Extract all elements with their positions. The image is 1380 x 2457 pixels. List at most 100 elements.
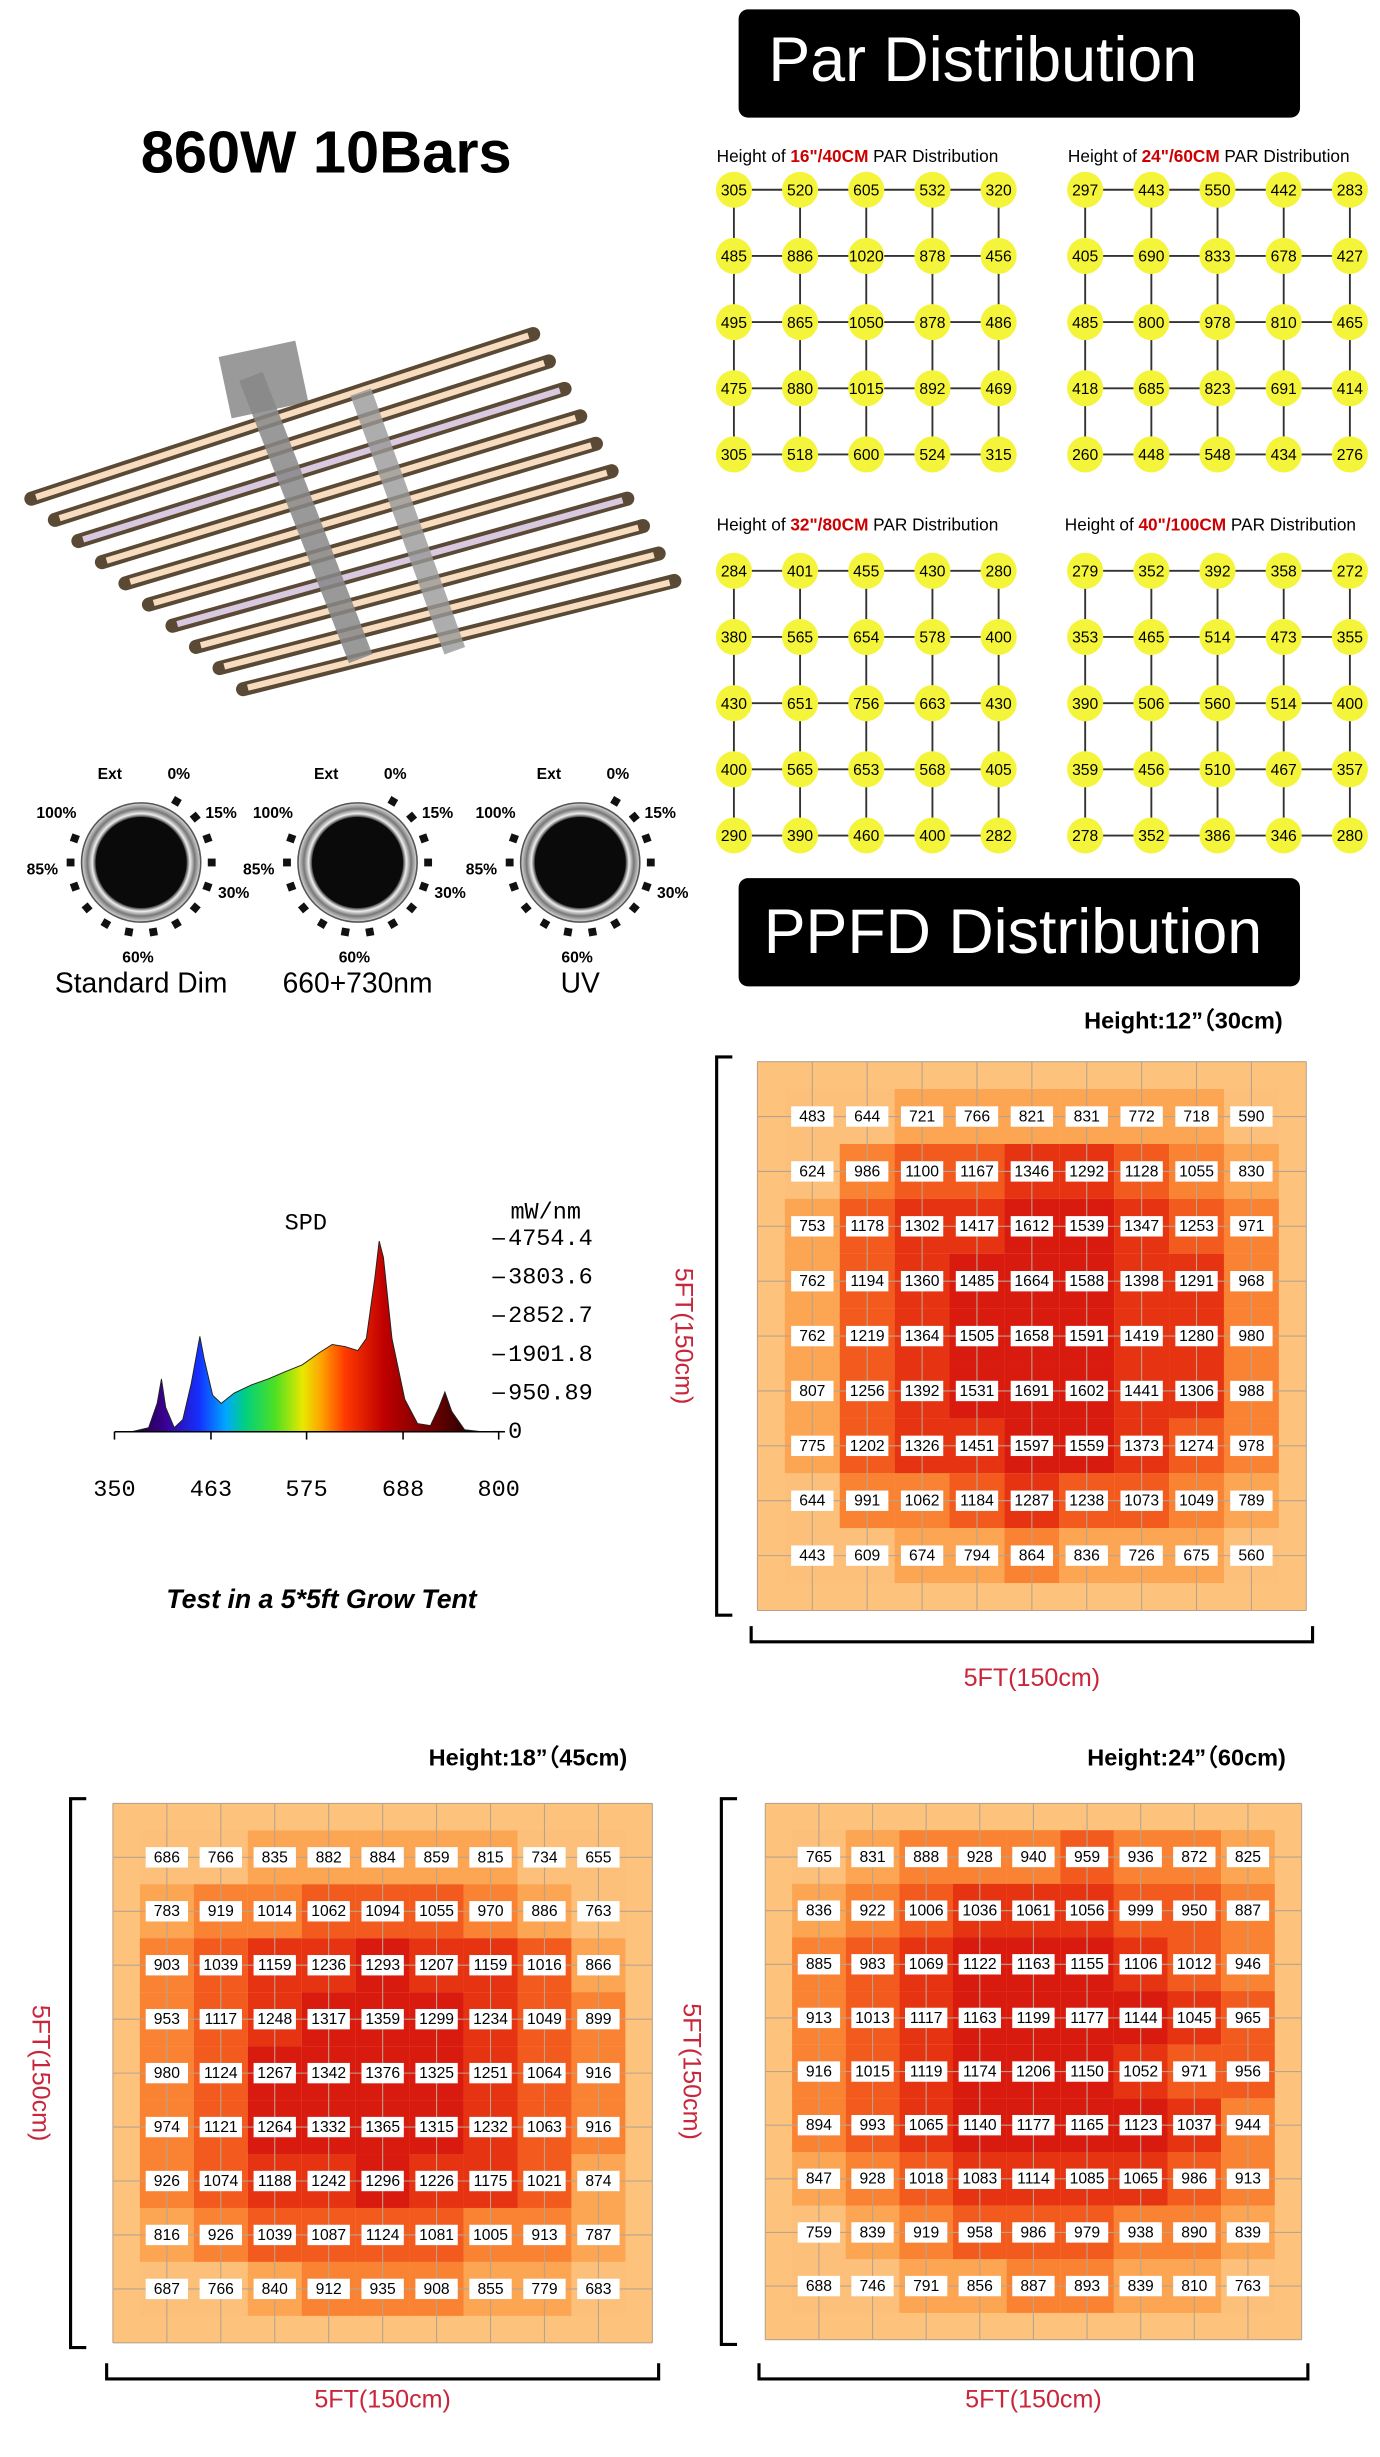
ppfd-value: 1055	[1179, 1163, 1214, 1180]
ppfd-value: 1267	[257, 2065, 292, 2082]
value-box	[1230, 1216, 1273, 1237]
value-box	[955, 1216, 999, 1237]
value-box	[1173, 2275, 1216, 2297]
value-box	[1173, 2061, 1216, 2082]
ppfd-value: 1178	[850, 1218, 884, 1235]
par-point	[848, 171, 885, 208]
value-box	[577, 1901, 620, 1922]
value-box	[1120, 1161, 1163, 1182]
value-box	[1226, 1900, 1270, 1921]
ppfd-value: 1100	[905, 1163, 939, 1180]
value-box	[958, 2061, 1001, 2082]
value-box	[1065, 1435, 1108, 1457]
par-point	[1133, 171, 1170, 208]
dial-tick	[297, 902, 310, 914]
value-box	[851, 2061, 894, 2082]
value-box	[361, 2278, 404, 2300]
par-value: 978	[1204, 315, 1230, 332]
par-value: 495	[721, 315, 747, 332]
value-box	[900, 1270, 944, 1292]
ppfd-value: 971	[1181, 2063, 1207, 2080]
par-value: 418	[1072, 381, 1098, 398]
ppfd-value: 1292	[1069, 1163, 1104, 1180]
par-heading-box	[738, 9, 1301, 118]
par-point	[782, 685, 819, 722]
value-box	[1065, 2222, 1109, 2243]
par-point	[1265, 618, 1302, 656]
dial-tick	[69, 833, 80, 844]
par-value: 400	[986, 630, 1012, 647]
value-box	[1175, 1545, 1218, 1566]
par-point	[1133, 436, 1170, 473]
value-box	[1226, 1846, 1270, 1868]
ppfd-value: 1159	[474, 1957, 508, 1974]
label-suffix: PAR Distribution	[1224, 145, 1349, 165]
par-point	[980, 751, 1017, 788]
ppfd-value: 791	[913, 2278, 939, 2295]
value-box	[1173, 2114, 1216, 2136]
ppfd-value: 1232	[473, 2119, 508, 2136]
ppfd-value: 687	[154, 2281, 180, 2298]
ppfd-value: 609	[854, 1548, 880, 1565]
ppfd-value: 944	[1235, 2117, 1261, 2134]
dial-tick	[316, 918, 328, 929]
par-value: 380	[721, 630, 747, 647]
value-box	[1173, 2007, 1216, 2029]
value-box	[1065, 2275, 1109, 2297]
ppfd-value: 746	[859, 2278, 885, 2295]
bottom-bracket	[105, 2363, 661, 2381]
ppfd-value: 913	[531, 2227, 557, 2244]
par-value: 524	[919, 447, 945, 464]
ppfd-value: 1219	[850, 1328, 885, 1345]
dial-caption: UV	[561, 966, 600, 998]
value-box	[199, 2278, 242, 2300]
ppfd-value: 1039	[203, 1957, 238, 1974]
value-box	[199, 2116, 242, 2138]
ppfd-value: 830	[1238, 1163, 1264, 1180]
value-box	[199, 1955, 242, 1976]
par-value: 560	[1204, 696, 1230, 713]
dial-label: 15%	[422, 805, 453, 822]
value-box	[469, 1847, 512, 1868]
value-box	[1119, 2222, 1162, 2243]
value-box	[1010, 1270, 1054, 1292]
ppfd-value: 1121	[204, 2119, 238, 2136]
par-value: 430	[919, 564, 945, 581]
par-point	[980, 237, 1017, 274]
ppfd-value: 903	[154, 1957, 180, 1974]
value-box	[415, 2170, 458, 2192]
par-value: 685	[1138, 381, 1164, 398]
ppfd-value: 1114	[1017, 2171, 1050, 2188]
ppfd-value: 936	[1128, 1849, 1154, 1866]
par-value: 353	[1072, 630, 1098, 647]
ppfd-value: 787	[585, 2227, 611, 2244]
value-box	[851, 2222, 894, 2243]
value-box	[307, 1847, 350, 1868]
dial-label: 0%	[167, 766, 190, 783]
par-value: 690	[1138, 249, 1164, 266]
ppfd-value: 1012	[1177, 1956, 1212, 1973]
par-value: 518	[787, 447, 813, 464]
value-box	[900, 1545, 944, 1566]
bottom-bracket	[757, 2363, 1310, 2381]
ppfd-value: 688	[806, 2278, 832, 2295]
value-box	[851, 2168, 894, 2190]
par-value: 532	[919, 182, 945, 199]
ppfd-value: 1106	[1124, 1956, 1158, 1973]
ppfd-value: 993	[859, 2117, 885, 2134]
ppfd-value: 644	[854, 1108, 880, 1125]
ppfd-value: 1065	[909, 2117, 944, 2134]
ppfd-value: 1063	[527, 2119, 562, 2136]
ppfd-value: 1691	[1014, 1383, 1049, 1400]
par-value: 520	[787, 182, 813, 199]
ppfd-value: 980	[1238, 1328, 1264, 1345]
par-value: 443	[1138, 182, 1164, 199]
map-title: Height:24”（60cm)	[1087, 1745, 1286, 1771]
ppfd-value: 1074	[203, 2173, 238, 2190]
value-box	[900, 1161, 944, 1182]
value-box	[1065, 2061, 1109, 2082]
value-box	[1010, 1161, 1054, 1182]
ppfd-value: 1056	[1070, 1903, 1105, 1920]
par-grid-label: Height of 32"/80CM PAR Distribution	[717, 514, 999, 534]
ppfd-value: 1441	[1124, 1383, 1159, 1400]
